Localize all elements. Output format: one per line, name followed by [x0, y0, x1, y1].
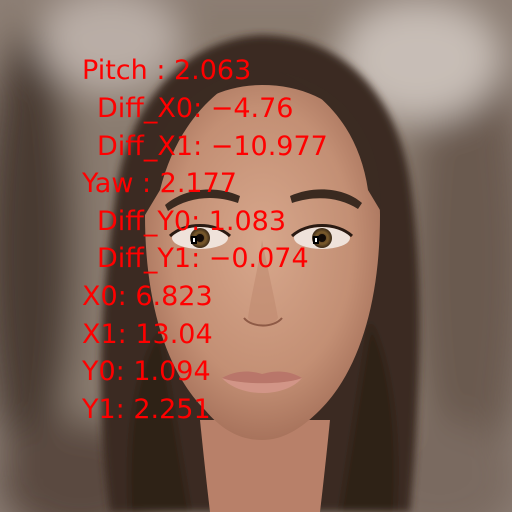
- right-eye-marker: [313, 236, 319, 244]
- left-eye-marker: [191, 236, 197, 244]
